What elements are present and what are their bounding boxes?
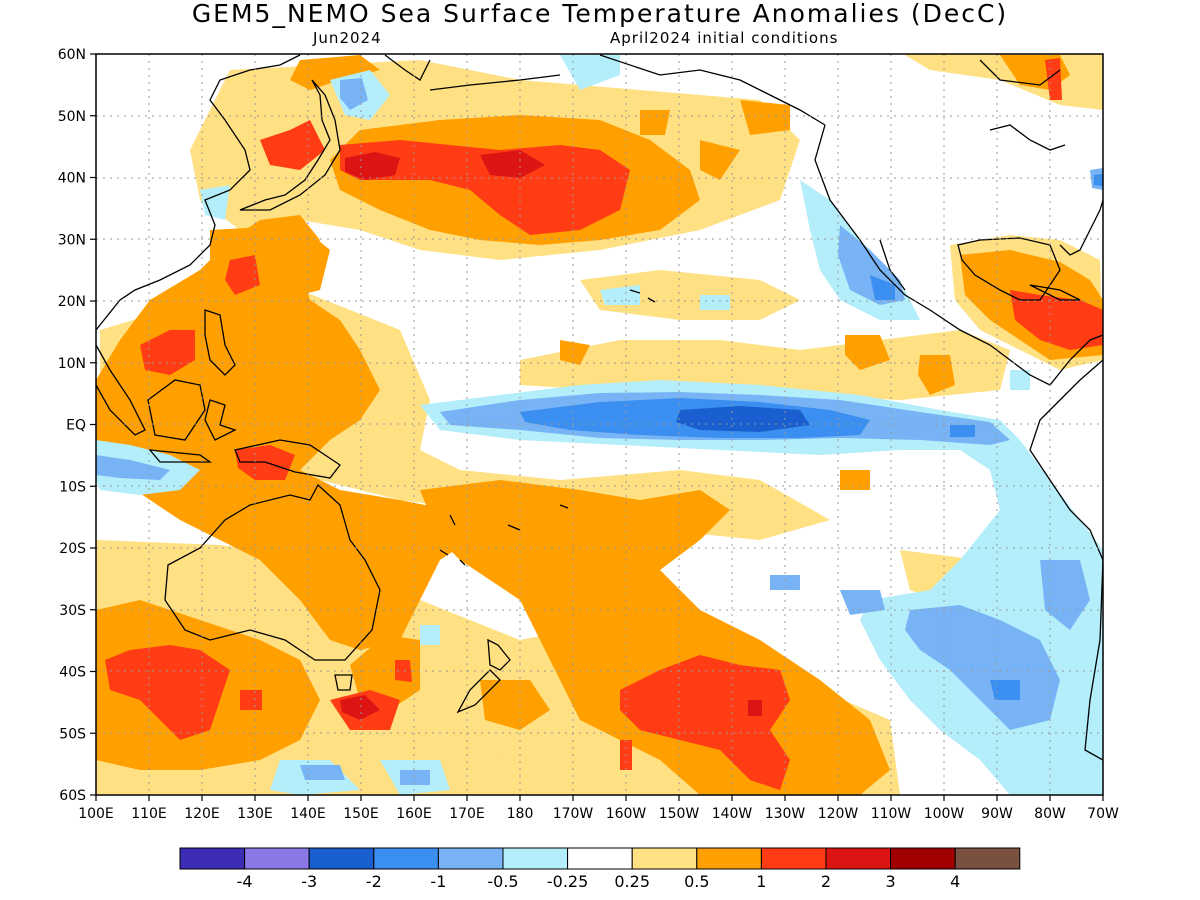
aleutian-coastline <box>429 74 561 91</box>
colorbar-label: 4 <box>950 872 960 891</box>
lon-tick-label: 120E <box>184 806 220 822</box>
new-zealand-north <box>487 638 511 671</box>
philippines-coastline <box>204 309 236 376</box>
forecast-month: Jun2024 <box>313 29 382 47</box>
colorbar-swatch <box>308 847 375 870</box>
colorbar-swatch <box>373 847 439 870</box>
lat-tick-label: 40N <box>58 171 86 187</box>
australia-coastline <box>164 483 381 661</box>
colorbar-swatch <box>179 847 246 870</box>
lon-tick-label: 150E <box>343 806 379 822</box>
colorbar-swatch <box>244 847 310 870</box>
lon-tick-label: 90W <box>981 806 1013 822</box>
florida-coastline <box>1059 199 1103 256</box>
map-title: GEM5_NEMO Sea Surface Temperature Anomal… <box>191 0 1009 28</box>
lat-tick-label: 60N <box>58 47 86 63</box>
lon-tick-label: 70W <box>1087 806 1119 822</box>
lat-tick-label: 10N <box>58 356 86 372</box>
colorbar-label: 3 <box>886 872 896 891</box>
lat-tick-label: 30S <box>59 603 86 619</box>
lon-tick-label: 130W <box>765 806 806 822</box>
grid-lines <box>96 54 1103 795</box>
colorbar-swatch <box>567 847 633 870</box>
lon-tick-label: 140E <box>290 806 326 822</box>
asia-coastline <box>96 54 301 331</box>
south-america-coastline <box>1029 359 1103 761</box>
colorbar-swatch <box>825 847 892 870</box>
colorbar-label: -0.25 <box>547 872 588 891</box>
lat-tick-label: EQ <box>66 418 86 434</box>
lon-tick-label: 160E <box>396 806 432 822</box>
great-lakes <box>989 124 1066 151</box>
pacific-islands <box>439 504 569 566</box>
colorbar-swatch <box>502 847 569 870</box>
lon-tick-label: 130E <box>237 806 273 822</box>
kamchatka-coastline <box>384 54 431 81</box>
lon-tick-label: 120W <box>818 806 859 822</box>
lon-tick-label: 160W <box>606 806 647 822</box>
japan-coastline <box>239 79 341 211</box>
colorbar-label: -2 <box>366 872 382 891</box>
colorbar-swatch <box>954 847 1021 870</box>
colorbar-label: 1 <box>756 872 766 891</box>
lon-tick-label: 170E <box>449 806 485 822</box>
colorbar-label: 0.25 <box>614 872 650 891</box>
lat-tick-label: 30N <box>58 232 86 248</box>
colorbar-label: 0.5 <box>684 872 709 891</box>
anomaly-minus-2 <box>676 406 810 432</box>
colorbar-label: -1 <box>430 872 446 891</box>
lon-tick-label: 100E <box>78 806 114 822</box>
sulawesi-coastline <box>204 399 237 441</box>
lat-tick-label: 40S <box>59 665 86 681</box>
lon-tick-label: 180 <box>507 806 534 822</box>
colorbar-swatch <box>760 847 827 870</box>
longitude-axis: 100E 110E 120E 130E 140E 150E 160E 170E 180 170W 1… <box>78 795 1119 822</box>
gulf-of-california <box>879 239 906 291</box>
anomaly-field <box>96 54 1103 795</box>
lon-tick-label: 110E <box>131 806 167 822</box>
cuba-coastline <box>1029 284 1081 301</box>
colorbar-legend: -4 -3 -2 -1 -0.5 -0.25 0.25 0.5 1 2 3 4 <box>179 847 1021 891</box>
hawaii-coastline <box>629 289 656 303</box>
coastlines <box>96 54 1103 761</box>
colorbar-swatch <box>890 847 956 870</box>
anomaly-2-3 <box>340 150 762 720</box>
tasmania-coastline <box>334 674 353 691</box>
north-america-coastline <box>814 124 1103 386</box>
lat-tick-label: 20N <box>58 294 86 310</box>
lon-tick-label: 110W <box>871 806 912 822</box>
colorbar-swatch <box>631 847 698 870</box>
lon-tick-label: 100W <box>924 806 965 822</box>
greenland-edge <box>979 59 1061 86</box>
colorbar-label: -4 <box>237 872 253 891</box>
lat-tick-label: 10S <box>59 479 86 495</box>
java-coastline <box>148 449 213 463</box>
lon-tick-label: 140W <box>712 806 753 822</box>
colorbar-label: -0.5 <box>487 872 518 891</box>
anomaly-1-2 <box>105 58 1103 790</box>
new-zealand-south <box>456 669 501 714</box>
initial-conditions-label: April2024 initial conditions <box>610 29 839 47</box>
new-guinea-coastline <box>234 439 341 479</box>
colorbar-label: -3 <box>301 872 317 891</box>
lon-tick-label: 170W <box>553 806 594 822</box>
sumatra-coastline <box>96 344 146 436</box>
colorbar-swatch <box>696 847 762 870</box>
borneo-coastline <box>147 379 206 441</box>
lon-tick-label: 80W <box>1034 806 1066 822</box>
lat-tick-label: 50S <box>59 726 86 742</box>
lat-tick-label: 20S <box>59 541 86 557</box>
lat-tick-label: 60S <box>59 788 86 804</box>
latitude-axis: 60N 50N 40N 30N 20N 10N EQ 10S 20S 30S 40S 50S 60S <box>58 47 96 804</box>
colorbar-swatch <box>437 847 504 870</box>
lon-tick-label: 150W <box>659 806 700 822</box>
lat-tick-label: 50N <box>58 109 86 125</box>
alaska-coastline <box>599 54 826 126</box>
colorbar-label: 2 <box>821 872 831 891</box>
